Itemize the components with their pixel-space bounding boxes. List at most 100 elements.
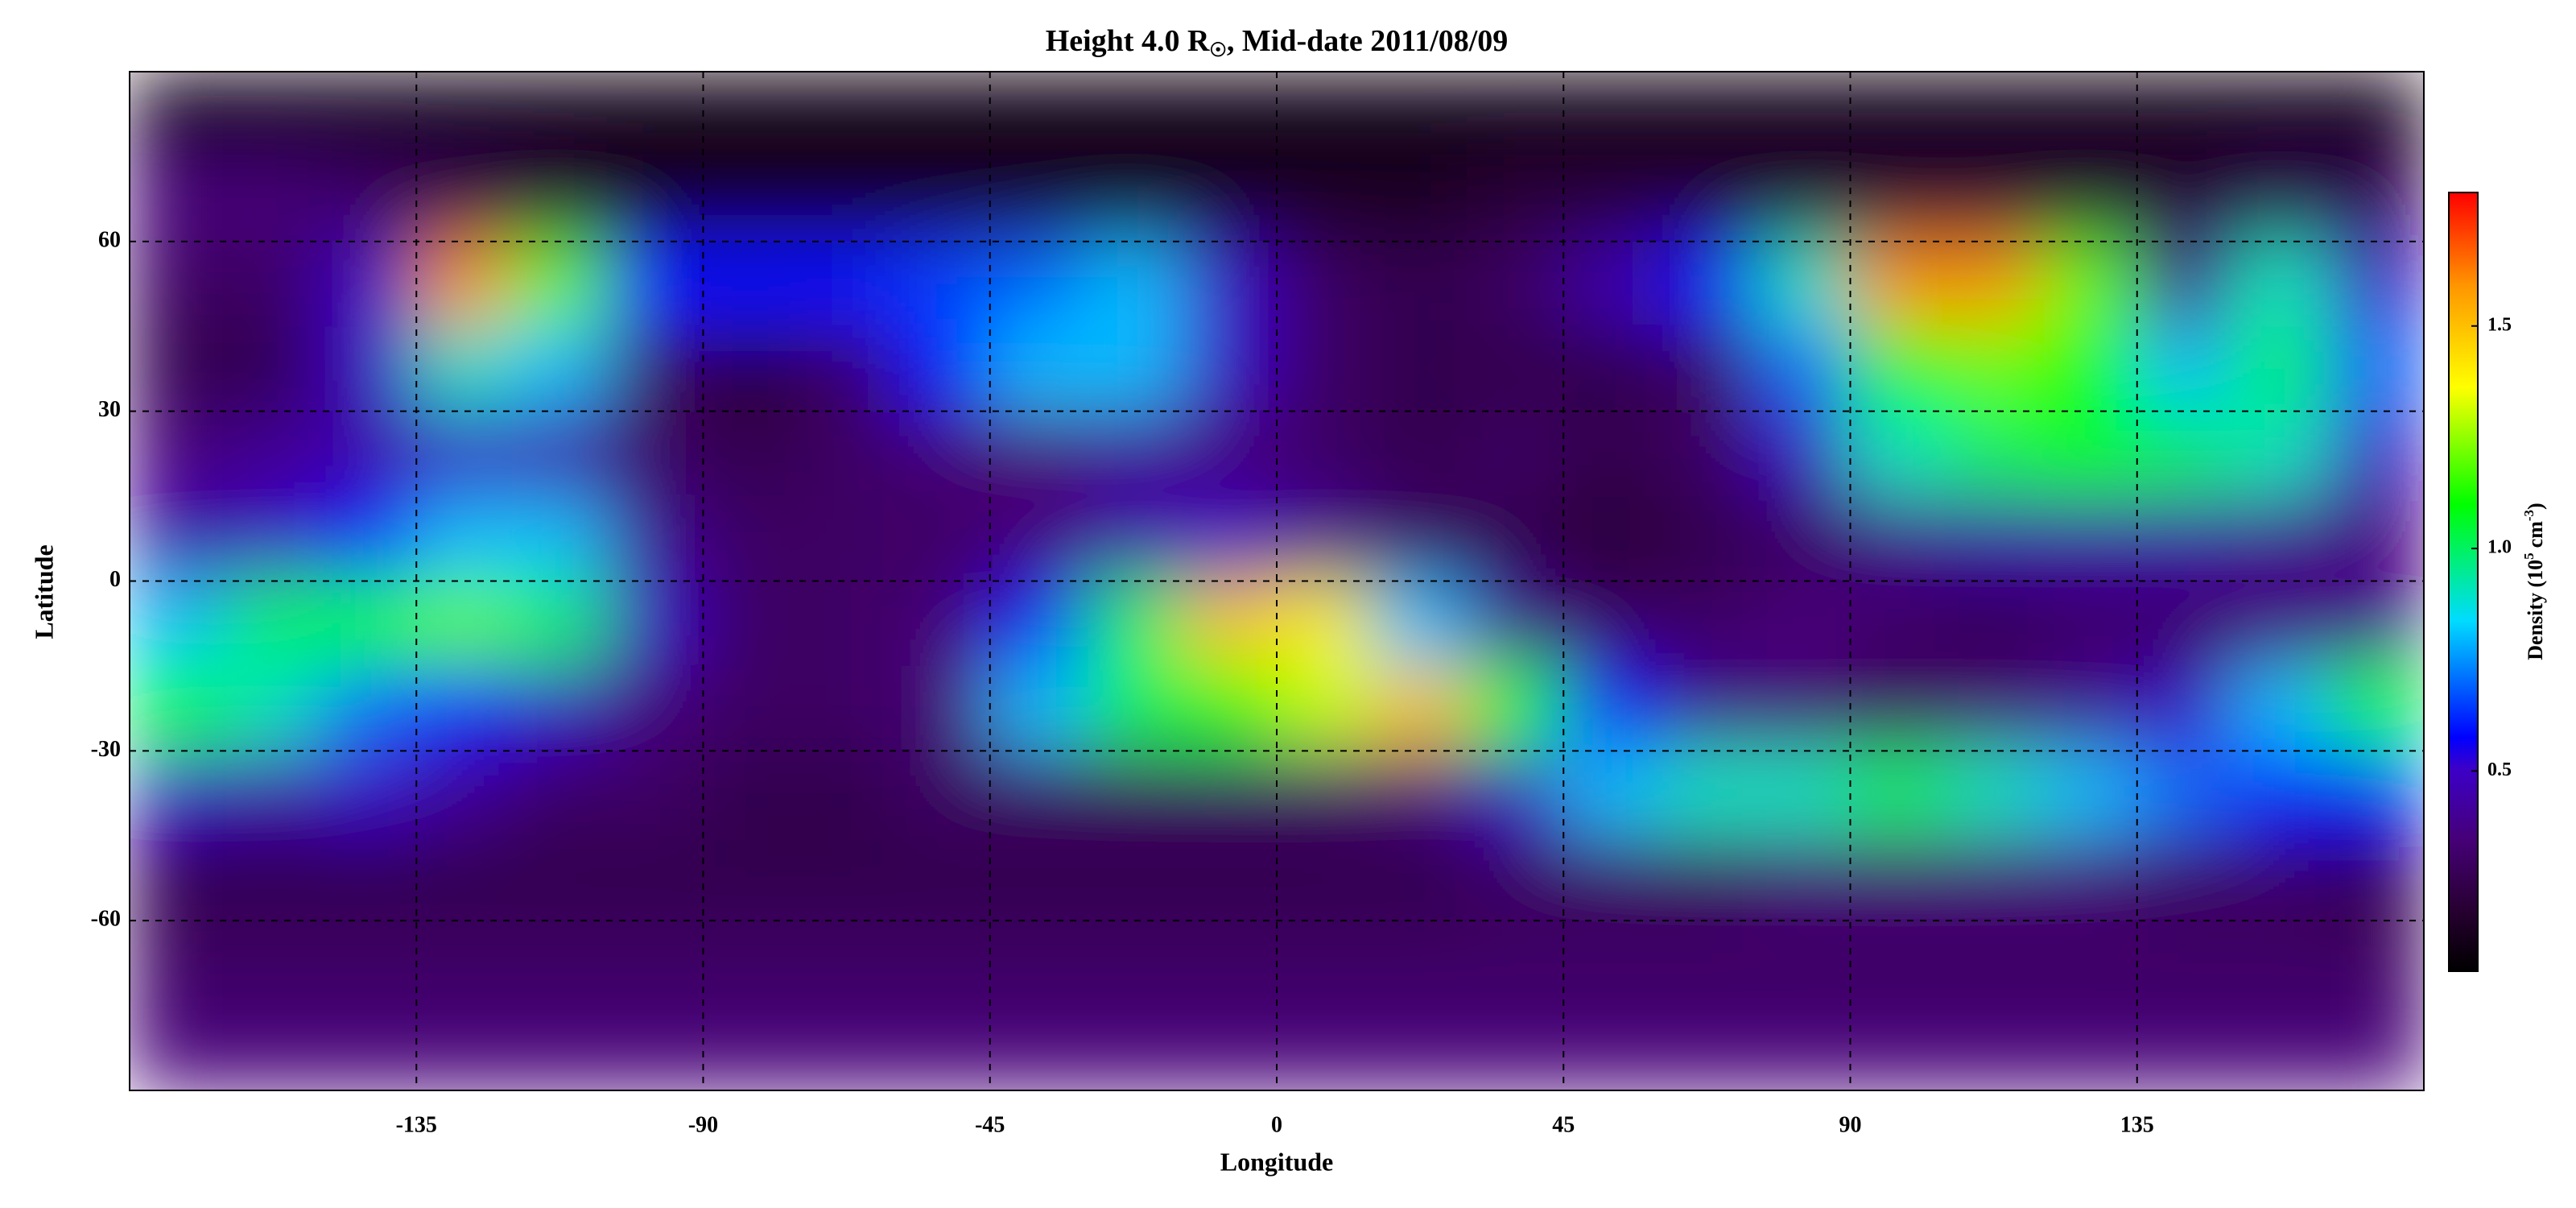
heat-cell xyxy=(989,410,1087,498)
heat-cell xyxy=(1563,495,1660,582)
heat-cell xyxy=(2327,664,2424,752)
heat-cell xyxy=(415,325,513,412)
heat-cell xyxy=(894,664,991,752)
heat-cell xyxy=(320,750,418,837)
heat-cell xyxy=(2136,495,2234,582)
heat-cell xyxy=(130,72,226,158)
y-axis-label: Latitude xyxy=(29,544,58,639)
heat-cell xyxy=(1467,325,1565,412)
heat-cell xyxy=(2231,580,2330,667)
y-tick-label: 0 xyxy=(109,567,121,592)
heat-cell xyxy=(2041,495,2138,582)
heat-cell xyxy=(702,495,800,582)
heat-cell xyxy=(415,920,513,1007)
heat-cell xyxy=(415,1004,513,1090)
heat-cell xyxy=(894,325,991,412)
heat-cell xyxy=(894,155,991,242)
heat-cell xyxy=(511,580,609,667)
heat-cell xyxy=(511,155,609,242)
heat-cell xyxy=(1276,495,1373,582)
heat-cell xyxy=(702,580,800,667)
heat-cell xyxy=(1084,325,1183,412)
heat-cell xyxy=(224,750,322,837)
x-tick-label: -90 xyxy=(688,1112,718,1137)
heat-cell xyxy=(2327,495,2424,582)
heat-cell xyxy=(2327,750,2424,837)
heat-cell xyxy=(1945,155,2042,242)
heat-cell xyxy=(1084,240,1183,328)
heat-cell xyxy=(1084,72,1183,158)
heat-cell xyxy=(415,155,513,242)
y-tick-label: 30 xyxy=(98,397,121,422)
heat-cell xyxy=(415,240,513,328)
heat-cell xyxy=(320,72,418,158)
heat-cell xyxy=(2231,240,2330,328)
heat-cell xyxy=(1467,410,1565,498)
heat-cell xyxy=(1945,664,2042,752)
heat-cell xyxy=(989,580,1087,667)
heat-cell xyxy=(415,72,513,158)
heat-cell xyxy=(2327,325,2424,412)
heat-cell xyxy=(2041,834,2138,922)
heat-cell xyxy=(1753,1004,1852,1090)
heat-cell xyxy=(1467,155,1565,242)
heat-cell xyxy=(894,495,991,582)
heat-cell xyxy=(511,664,609,752)
heat-cell xyxy=(2136,72,2234,158)
y-tick-label: -30 xyxy=(91,737,121,762)
heat-cell xyxy=(511,1004,609,1090)
heat-cell xyxy=(130,1004,226,1090)
heat-cell xyxy=(1180,920,1278,1007)
heat-cell xyxy=(1658,72,1756,158)
heat-cell xyxy=(894,750,991,837)
heat-cell xyxy=(1371,325,1469,412)
heat-cell xyxy=(2136,664,2234,752)
heat-cell xyxy=(224,325,322,412)
heat-cell xyxy=(2231,495,2330,582)
heat-cell xyxy=(1276,72,1373,158)
heat-cell xyxy=(1084,1004,1183,1090)
heat-cell xyxy=(702,1004,800,1090)
heat-cell xyxy=(1753,72,1852,158)
heat-cell xyxy=(702,155,800,242)
heat-cell xyxy=(1467,750,1565,837)
colorbar-tick-label: 1.0 xyxy=(2487,537,2512,558)
colorbar-tick-label: 0.5 xyxy=(2487,759,2512,780)
heat-cell xyxy=(1945,72,2042,158)
heat-cell xyxy=(224,155,322,242)
heat-cell xyxy=(1180,495,1278,582)
x-tick-label: 45 xyxy=(1552,1112,1575,1137)
heat-cell xyxy=(415,580,513,667)
heat-cell xyxy=(1276,155,1373,242)
plot-frame xyxy=(129,71,2425,1091)
heat-cell xyxy=(320,495,418,582)
heat-cell xyxy=(798,495,895,582)
heat-cell xyxy=(2041,920,2138,1007)
heat-cell xyxy=(320,325,418,412)
heat-cell xyxy=(130,920,226,1007)
x-axis-label: Longitude xyxy=(1220,1147,1333,1176)
heat-cell xyxy=(606,750,704,837)
heat-cell xyxy=(415,410,513,498)
chart-title: Height 4.0 R☉, Mid-date 2011/08/09 xyxy=(1046,24,1509,61)
heat-cell xyxy=(1371,240,1469,328)
heat-cell xyxy=(1753,325,1852,412)
heat-cell xyxy=(320,155,418,242)
heat-cell xyxy=(1276,664,1373,752)
heat-cell xyxy=(1084,920,1183,1007)
heat-cell xyxy=(511,325,609,412)
heat-cell xyxy=(2231,72,2330,158)
colorbar-tick-label: 1.5 xyxy=(2487,314,2512,335)
heat-cell xyxy=(2041,240,2138,328)
heat-cell xyxy=(894,240,991,328)
heat-cell xyxy=(606,240,704,328)
heat-cell xyxy=(1180,750,1278,837)
heat-cell xyxy=(1180,72,1278,158)
heat-cell xyxy=(798,72,895,158)
heat-cell xyxy=(2041,580,2138,667)
heat-cell xyxy=(2136,325,2234,412)
heat-cell xyxy=(1371,410,1469,498)
heat-cell xyxy=(320,920,418,1007)
heat-cell xyxy=(130,240,226,328)
heat-cell xyxy=(1467,495,1565,582)
